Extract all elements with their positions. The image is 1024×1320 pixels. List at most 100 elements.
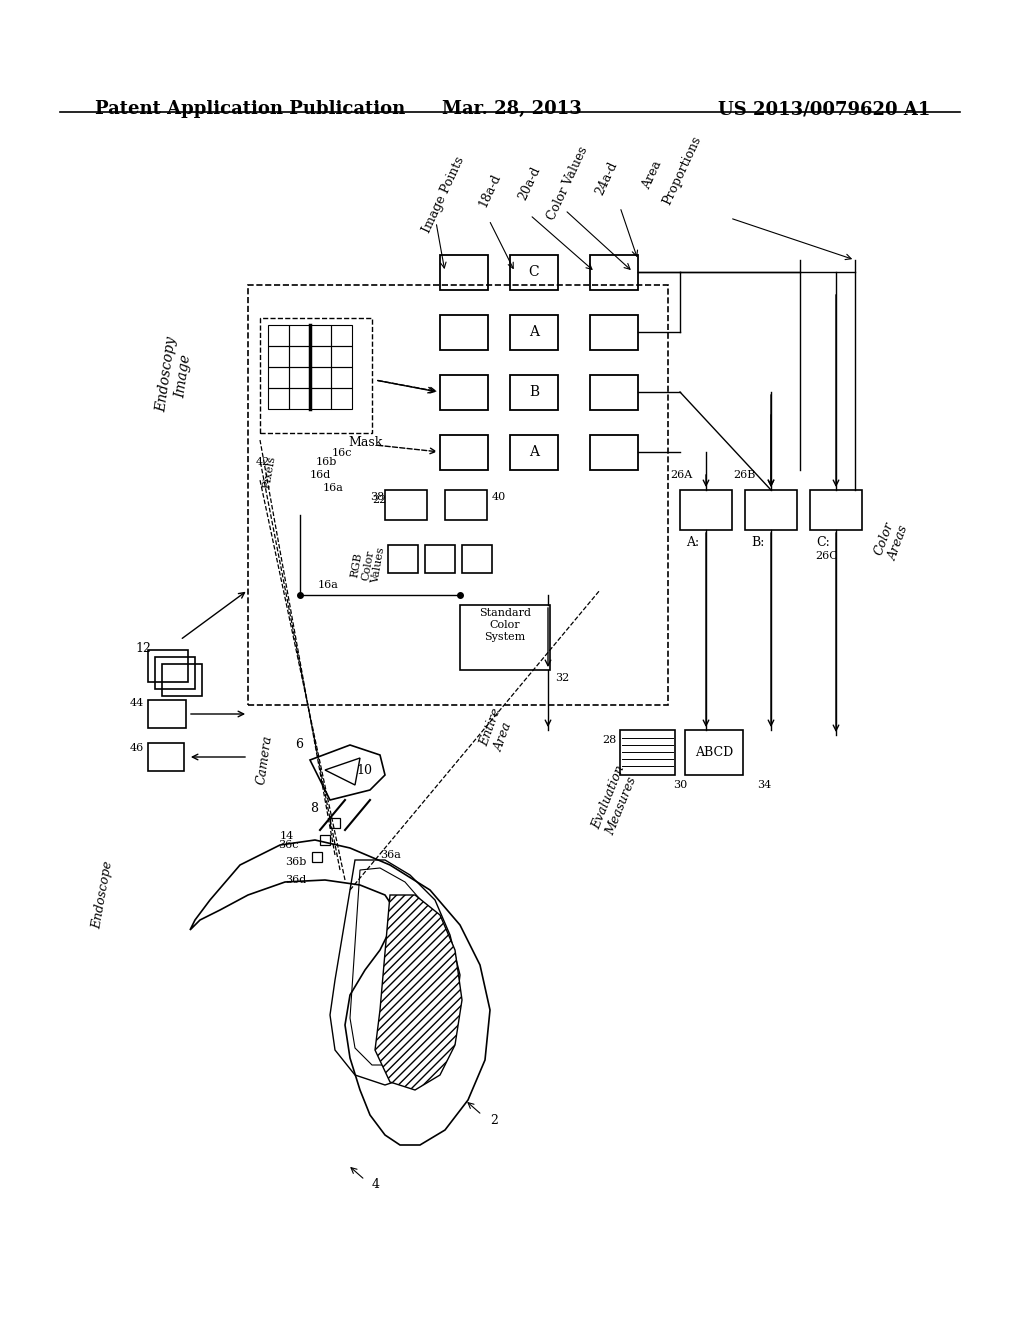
Bar — [268, 325, 289, 346]
Text: Pixels: Pixels — [262, 455, 278, 490]
Bar — [148, 649, 188, 682]
Text: 46: 46 — [130, 743, 144, 752]
Bar — [510, 436, 558, 470]
Bar — [685, 730, 743, 775]
Bar — [745, 490, 797, 531]
Text: 6: 6 — [295, 738, 303, 751]
Bar — [310, 325, 331, 346]
Text: 16a: 16a — [323, 483, 344, 492]
Bar — [510, 375, 558, 411]
Text: US 2013/0079620 A1: US 2013/0079620 A1 — [718, 100, 930, 117]
Polygon shape — [375, 895, 462, 1090]
Bar — [590, 315, 638, 350]
Text: 16b: 16b — [316, 457, 337, 467]
Text: 36b: 36b — [285, 857, 306, 867]
Text: 4: 4 — [372, 1179, 380, 1192]
Text: Proportions: Proportions — [660, 133, 703, 206]
Bar — [330, 818, 340, 828]
Bar — [510, 315, 558, 350]
Bar — [268, 388, 289, 409]
Text: 2: 2 — [490, 1114, 498, 1126]
Bar — [289, 367, 310, 388]
Bar — [440, 255, 488, 290]
Text: 24a-d: 24a-d — [593, 160, 620, 197]
Bar — [462, 545, 492, 573]
Text: Patent Application Publication: Patent Application Publication — [95, 100, 406, 117]
Bar — [440, 375, 488, 411]
Text: Camera: Camera — [255, 734, 274, 785]
Bar — [289, 325, 310, 346]
Text: 28: 28 — [602, 735, 616, 744]
Text: ABCD: ABCD — [695, 746, 733, 759]
Text: 36a: 36a — [380, 850, 400, 861]
Bar — [312, 851, 322, 862]
Bar — [620, 730, 675, 775]
Text: RGB: RGB — [350, 552, 365, 578]
Text: 30: 30 — [673, 780, 687, 789]
Bar — [319, 836, 330, 845]
Bar — [460, 605, 550, 671]
Bar — [268, 367, 289, 388]
Bar — [162, 664, 202, 696]
Bar — [590, 375, 638, 411]
Text: Values: Values — [370, 546, 386, 583]
Text: Mask: Mask — [348, 436, 382, 449]
Text: 42: 42 — [256, 457, 270, 467]
Text: 36c: 36c — [278, 840, 299, 850]
Text: Standard
Color
System: Standard Color System — [479, 609, 531, 642]
Bar — [289, 346, 310, 367]
Text: 16c: 16c — [332, 447, 352, 458]
Text: Endoscopy
Image: Endoscopy Image — [155, 335, 196, 414]
Bar — [810, 490, 862, 531]
Text: Color Values: Color Values — [545, 144, 591, 222]
Bar — [260, 318, 372, 433]
Text: 14: 14 — [280, 832, 294, 841]
Text: C:: C: — [816, 536, 829, 549]
Bar — [268, 346, 289, 367]
Bar — [310, 367, 331, 388]
Text: Evaluation
Measures: Evaluation Measures — [590, 763, 641, 837]
Text: 26A: 26A — [670, 470, 692, 480]
Bar — [331, 325, 352, 346]
Text: 16a: 16a — [318, 579, 339, 590]
Bar — [148, 700, 186, 729]
Text: B: B — [529, 385, 539, 399]
Text: Entire
Area: Entire Area — [478, 706, 518, 754]
Bar — [289, 388, 310, 409]
Text: 16d: 16d — [310, 470, 331, 480]
Bar — [331, 367, 352, 388]
Text: Color
Areas: Color Areas — [872, 519, 910, 562]
Text: Color: Color — [360, 549, 375, 581]
Text: 40: 40 — [492, 492, 506, 502]
Text: Image Points: Image Points — [420, 154, 467, 235]
Text: A: A — [529, 325, 539, 339]
Text: 44: 44 — [130, 698, 144, 708]
Bar — [385, 490, 427, 520]
Text: 20a-d: 20a-d — [516, 164, 543, 202]
Text: 38: 38 — [370, 492, 384, 502]
Text: 26C: 26C — [815, 550, 838, 561]
Text: A: A — [529, 445, 539, 459]
Text: 32: 32 — [555, 673, 569, 682]
Bar — [155, 657, 195, 689]
Bar — [445, 490, 487, 520]
Text: 18a-d: 18a-d — [476, 172, 503, 209]
Bar — [331, 346, 352, 367]
Text: Area: Area — [640, 158, 665, 191]
Text: Mar. 28, 2013: Mar. 28, 2013 — [442, 100, 582, 117]
Bar — [440, 315, 488, 350]
Bar — [310, 346, 331, 367]
Text: Endoscope: Endoscope — [90, 859, 115, 931]
Text: 10: 10 — [356, 763, 372, 776]
Bar — [310, 388, 331, 409]
Bar — [331, 388, 352, 409]
Bar — [680, 490, 732, 531]
Text: 26B: 26B — [733, 470, 756, 480]
Bar — [510, 255, 558, 290]
Text: 34: 34 — [757, 780, 771, 789]
Text: 8: 8 — [310, 801, 318, 814]
Bar — [440, 436, 488, 470]
Bar — [248, 285, 668, 705]
Text: B:: B: — [751, 536, 764, 549]
Text: A:: A: — [686, 536, 699, 549]
